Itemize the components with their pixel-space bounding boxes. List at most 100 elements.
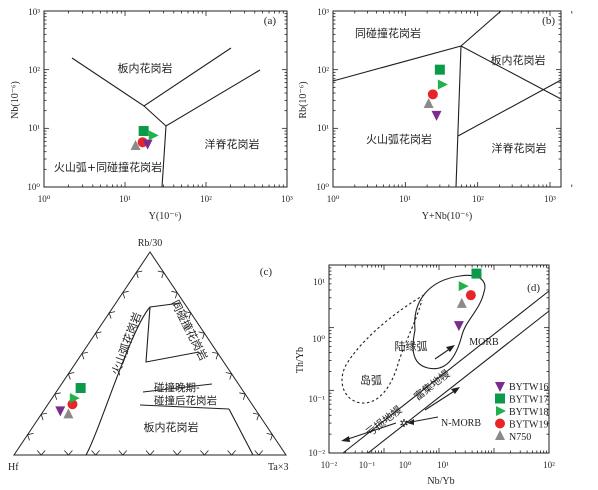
panel-a-xtick: 10² bbox=[200, 194, 212, 204]
point-bytw19 bbox=[465, 290, 476, 301]
point-bytw17 bbox=[434, 64, 445, 75]
panel-d-tag: (d) bbox=[527, 282, 540, 294]
panel-b-xlabel: Y+Nb(10⁻⁶) bbox=[422, 211, 473, 222]
legend-label-bytw19: BYTW19 bbox=[509, 420, 548, 431]
panel-b-xtick: 10² bbox=[472, 194, 484, 204]
panel-a-xlabel: Y(10⁻⁶) bbox=[149, 211, 182, 222]
legend-marker-bytw16 bbox=[495, 382, 505, 392]
ternary-ticks bbox=[27, 270, 273, 456]
ternary-tick bbox=[225, 372, 233, 380]
ternary-tick bbox=[157, 270, 165, 279]
field-volcanic-arc-c: 火山弧花岗岩 bbox=[108, 310, 144, 377]
panel-b-ytick: 10¹ bbox=[317, 123, 329, 133]
point-n750 bbox=[63, 408, 74, 419]
legend-marker-bytw17 bbox=[495, 393, 505, 404]
field-ocean-ridge-b: 洋脊花岗岩 bbox=[492, 141, 547, 155]
ternary-tick bbox=[27, 433, 34, 441]
point-bytw18 bbox=[437, 79, 448, 90]
ternary-tick bbox=[54, 392, 61, 400]
ternary-tick bbox=[266, 433, 273, 441]
panel-a-xtick: 10⁰ bbox=[38, 194, 51, 204]
ternary-tick bbox=[200, 450, 209, 456]
panel-b-ytick: 10⁰ bbox=[316, 182, 329, 192]
panel-b-xtick: 10³ bbox=[544, 194, 556, 204]
point-bytw16 bbox=[453, 321, 464, 332]
point-bytw18 bbox=[148, 130, 159, 141]
panel-d-ytick: 10⁻² bbox=[309, 448, 326, 458]
panel-b-xtick: 10¹ bbox=[399, 194, 411, 204]
legend-label-bytw18: BYTW18 bbox=[509, 407, 548, 418]
point-bytw19 bbox=[427, 89, 438, 100]
panel-a-ytick: 10⁰ bbox=[27, 182, 40, 192]
panel-a-boundaries bbox=[71, 47, 261, 188]
legend-label-n750: N750 bbox=[509, 432, 531, 443]
panel-d-fields bbox=[341, 274, 550, 454]
field-late-post-colg-c: 碰撞晚期-碰撞后花岗岩 bbox=[154, 381, 217, 407]
panel-d: (d) ✲ 陆缘弧 岛弧 亏损地幔 富集地幔 MORB N-MORB 10⁻² … bbox=[295, 264, 555, 487]
panel-b-ytick: 10³ bbox=[317, 7, 329, 17]
legend-marker-n750 bbox=[495, 430, 505, 440]
panel-a-ytick: 10¹ bbox=[28, 123, 40, 133]
point-bytw18 bbox=[69, 393, 80, 404]
point-n750 bbox=[456, 297, 467, 308]
panel-c: (c) 火山弧花岗岩 同碰撞花岗岩 碰撞晚期-碰撞后花岗岩 板内花岗岩 Rb/3… bbox=[8, 238, 289, 473]
ternary-tick bbox=[40, 412, 48, 421]
point-n750 bbox=[423, 97, 434, 108]
point-bytw16 bbox=[431, 110, 442, 121]
panel-d-xtick: 10² bbox=[543, 460, 555, 470]
ternary-tick bbox=[212, 351, 219, 360]
panel-d-ytick: 10⁰ bbox=[312, 334, 325, 344]
panel-d-xlabel: Nb/Yb bbox=[427, 476, 454, 487]
panel-d-axis-ticks bbox=[328, 264, 550, 454]
point-bytw16 bbox=[142, 139, 153, 150]
ternary-tick bbox=[171, 290, 178, 299]
panel-b: (b) 同碰撞花岗岩 板内花岗岩 火山弧花岗岩 洋脊花岗岩 10⁰ 10¹ 10… bbox=[298, 7, 573, 222]
panel-c-points bbox=[55, 383, 86, 419]
ternary-tick bbox=[254, 450, 264, 456]
ternary-tick bbox=[118, 450, 128, 456]
ternary-tick bbox=[108, 311, 116, 319]
field-within-plate-a: 板内花岗岩 bbox=[118, 61, 173, 75]
ternary-tick bbox=[172, 450, 182, 456]
panel-a-xtick: 10¹ bbox=[119, 194, 131, 204]
field-enriched-mantle-d: 富集地幔 bbox=[411, 367, 452, 403]
panel-b-ylabel: Rb(10⁻⁶) bbox=[298, 81, 309, 118]
legend-label-bytw17: BYTW17 bbox=[509, 395, 548, 406]
panel-d-xtick: 10⁰ bbox=[399, 460, 412, 470]
panel-c-boundaries bbox=[85, 302, 254, 456]
panel-a: (a) 板内花岗岩 洋脊花岗岩 火山弧+同碰撞花岗岩 10⁰ 10¹ 10² 1… bbox=[10, 7, 293, 222]
field-n-morb-d: N-MORB bbox=[441, 418, 481, 429]
panel-d-xtick: 10⁻² bbox=[321, 460, 338, 470]
panel-a-ylabel: Nb(10⁻⁶) bbox=[10, 81, 21, 119]
ternary-tick bbox=[122, 290, 129, 299]
field-vag-syn-colg-a: 火山弧+同碰撞花岗岩 bbox=[54, 160, 162, 174]
legend-marker-bytw19 bbox=[495, 418, 505, 429]
point-bytw17 bbox=[471, 268, 482, 279]
panel-b-tag: (b) bbox=[542, 15, 555, 27]
point-n750 bbox=[130, 139, 141, 150]
ternary-tick bbox=[36, 450, 46, 456]
field-morb-d: MORB bbox=[469, 337, 499, 348]
field-continental-arc-d: 陆缘弧 bbox=[395, 339, 428, 353]
ternary-tick bbox=[239, 392, 246, 400]
field-syn-colg-c: 同碰撞花岗岩 bbox=[168, 298, 210, 363]
panel-a-tag: (a) bbox=[264, 15, 277, 27]
point-bytw16 bbox=[55, 406, 66, 417]
panel-d-xtick: 10⁻¹ bbox=[359, 460, 376, 470]
apex-top-label: Rb/30 bbox=[138, 238, 162, 249]
field-island-arc-d: 岛弧 bbox=[360, 373, 382, 387]
panel-c-tag: (c) bbox=[260, 266, 273, 278]
n-morb-star: ✲ bbox=[399, 418, 408, 430]
panel-b-boundaries bbox=[332, 10, 562, 188]
ternary-tick bbox=[81, 351, 88, 360]
point-bytw18 bbox=[458, 281, 469, 292]
ternary-tick bbox=[252, 412, 260, 421]
panel-d-ytick: 10¹ bbox=[313, 277, 325, 287]
ternary-tick bbox=[227, 450, 236, 456]
point-bytw17 bbox=[75, 383, 86, 394]
panel-a-ytick: 10³ bbox=[28, 7, 40, 17]
panel-d-ytick: 10⁻¹ bbox=[309, 394, 326, 404]
panel-a-xtick: 10³ bbox=[281, 194, 293, 204]
